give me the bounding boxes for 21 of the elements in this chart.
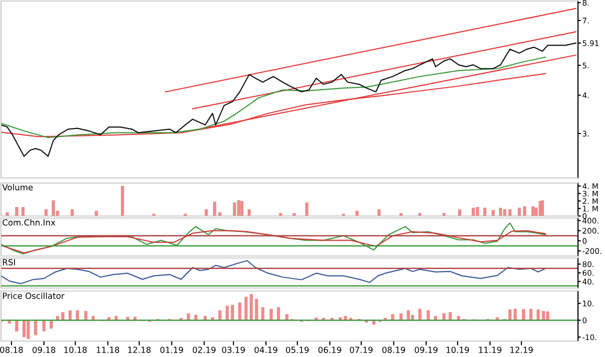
x-tick-label: 06.19 — [318, 346, 342, 354]
x-tick-label: 10.19 — [446, 346, 469, 354]
x-tick-label: 09.18 — [32, 346, 56, 354]
x-tick-label: 11.19 — [479, 346, 502, 354]
chart-title: Com.Chn.Inx — [2, 219, 56, 226]
x-tick-label: 10.18 — [64, 346, 87, 354]
x-tick-label: 11.18 — [96, 346, 120, 354]
chart-title: Volume — [2, 184, 33, 190]
x-tick-label: 12.19 — [510, 346, 533, 354]
x-tick-label: 12.18 — [128, 346, 151, 354]
x-tick-label: 08.19 — [382, 346, 406, 354]
x-tick-label: 09.19 — [414, 346, 438, 354]
x-tick-label: 08.18 — [0, 346, 23, 354]
chart-title: Price Oscillator — [2, 292, 64, 299]
x-tick-label: 07.19 — [350, 346, 373, 354]
x-tick-label: 01.19 — [160, 346, 184, 354]
x-tick-label: 02.19 — [192, 346, 216, 354]
x-tick-label: 04.19 — [254, 346, 278, 354]
x-tick-label: 03.19 — [222, 346, 245, 354]
x-tick-label: 05.19 — [286, 346, 309, 354]
chart-title: RSI — [2, 259, 15, 266]
